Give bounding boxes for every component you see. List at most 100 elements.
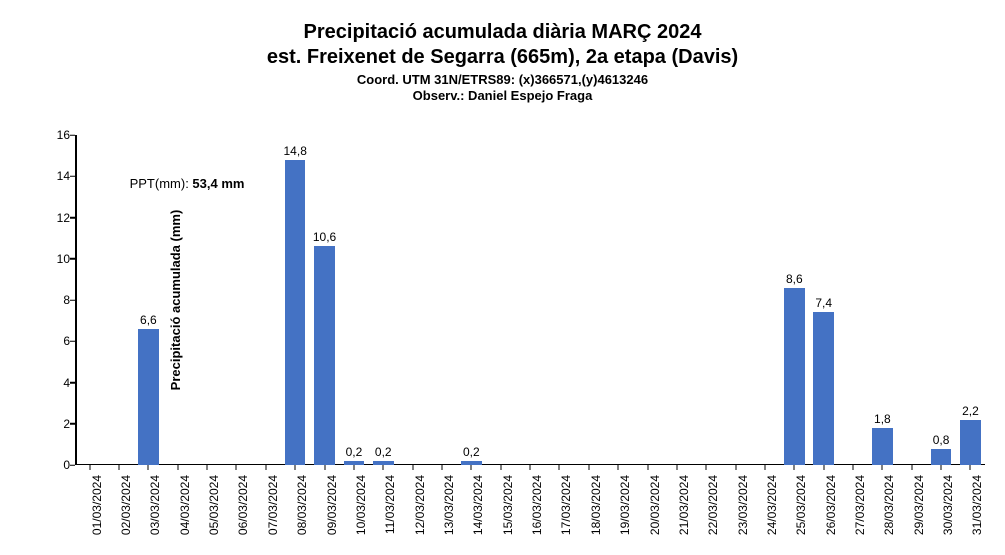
x-tick-mark [647, 465, 648, 470]
bar-slot [398, 135, 427, 465]
x-tick-label: 19/03/2024 [618, 475, 632, 535]
x-tick-mark [911, 465, 912, 470]
bar-slot [603, 135, 632, 465]
x-tick-mark [441, 465, 442, 470]
bar-slot [192, 135, 221, 465]
bar-slot [251, 135, 280, 465]
y-tick-label: 12 [40, 211, 70, 225]
bar-value-label: 2,2 [962, 404, 979, 418]
bar-slot: 0,2 [339, 135, 368, 465]
x-tick-label: 13/03/2024 [442, 475, 456, 535]
bar-slot: 14,8 [281, 135, 310, 465]
bar-slot: 1,8 [868, 135, 897, 465]
bar-slot [163, 135, 192, 465]
bar-slot [838, 135, 867, 465]
x-tick-mark [853, 465, 854, 470]
bars-container: 6,6 14,8 10,6 0,2 0,2 0,2 8,6 7,4 1,8 0,8 2,2 [75, 135, 985, 465]
x-tick-mark [559, 465, 560, 470]
y-tick-label: 16 [40, 128, 70, 142]
bar [784, 288, 805, 465]
bar-value-label: 6,6 [140, 313, 157, 327]
bar-slot [222, 135, 251, 465]
chart-title-main: Precipitació acumulada diària MARÇ 2024 [20, 20, 985, 45]
x-tick-label: 04/03/2024 [178, 475, 192, 535]
x-tick-mark [500, 465, 501, 470]
x-tick-mark [823, 465, 824, 470]
x-tick-label: 31/03/2024 [970, 475, 984, 535]
bar-value-label: 0,2 [463, 445, 480, 459]
x-tick-label: 15/03/2024 [501, 475, 515, 535]
y-tick-label: 14 [40, 169, 70, 183]
bar [960, 420, 981, 465]
y-tick-label: 0 [40, 458, 70, 472]
x-tick-label: 10/03/2024 [354, 475, 368, 535]
x-tick-mark [148, 465, 149, 470]
x-tick-mark [207, 465, 208, 470]
bar-value-label: 0,8 [933, 433, 950, 447]
x-tick-label: 07/03/2024 [266, 475, 280, 535]
x-tick-mark [295, 465, 296, 470]
x-tick-mark [794, 465, 795, 470]
y-tick-label: 8 [40, 293, 70, 307]
y-ticks: 0246810121416 [40, 135, 70, 465]
x-tick-label: 27/03/2024 [853, 475, 867, 535]
x-tick-mark [970, 465, 971, 470]
x-tick-label: 08/03/2024 [295, 475, 309, 535]
x-tick-mark [265, 465, 266, 470]
bar [872, 428, 893, 465]
x-tick-label: 20/03/2024 [648, 475, 662, 535]
x-tick-mark [471, 465, 472, 470]
x-tick-mark [764, 465, 765, 470]
x-tick-mark [735, 465, 736, 470]
bar [314, 246, 335, 465]
bar-value-label: 8,6 [786, 272, 803, 286]
bar-slot: 7,4 [809, 135, 838, 465]
bar-slot [750, 135, 779, 465]
x-tick-mark [588, 465, 589, 470]
bar [931, 449, 952, 466]
x-tick-mark [676, 465, 677, 470]
x-tick-label: 30/03/2024 [941, 475, 955, 535]
bar-value-label: 10,6 [313, 230, 336, 244]
x-tick-label: 03/03/2024 [148, 475, 162, 535]
precipitation-chart: Precipitació acumulada diària MARÇ 2024 … [0, 0, 1005, 555]
x-tick-label: 16/03/2024 [530, 475, 544, 535]
x-tick-label: 25/03/2024 [794, 475, 808, 535]
bar-slot [692, 135, 721, 465]
x-tick-label: 22/03/2024 [706, 475, 720, 535]
y-tick-label: 6 [40, 334, 70, 348]
x-tick-label: 17/03/2024 [559, 475, 573, 535]
bar-value-label: 14,8 [284, 144, 307, 158]
bar [138, 329, 159, 465]
x-tick-label: 23/03/2024 [736, 475, 750, 535]
x-tick-label: 02/03/2024 [119, 475, 133, 535]
bar-value-label: 7,4 [815, 296, 832, 310]
x-tick-mark [353, 465, 354, 470]
x-tick-mark [412, 465, 413, 470]
bar-slot [427, 135, 456, 465]
x-tick-label: 14/03/2024 [471, 475, 485, 535]
bar-slot: 10,6 [310, 135, 339, 465]
bar-slot [721, 135, 750, 465]
x-tick-label: 21/03/2024 [677, 475, 691, 535]
bar-slot [104, 135, 133, 465]
x-tick-mark [383, 465, 384, 470]
bar-slot: 0,8 [926, 135, 955, 465]
x-tick-mark [177, 465, 178, 470]
bar-slot [662, 135, 691, 465]
chart-titles: Precipitació acumulada diària MARÇ 2024 … [20, 20, 985, 105]
bar-slot [574, 135, 603, 465]
x-tick-mark [324, 465, 325, 470]
bar-slot [515, 135, 544, 465]
bar-value-label: 0,2 [346, 445, 363, 459]
x-tick-mark [530, 465, 531, 470]
x-tick-label: 01/03/2024 [90, 475, 104, 535]
x-tick-label: 06/03/2024 [236, 475, 250, 535]
chart-title-obs: Observ.: Daniel Espejo Fraga [20, 88, 985, 104]
bar-value-label: 1,8 [874, 412, 891, 426]
chart-title-coord: Coord. UTM 31N/ETRS89: (x)366571,(y)4613… [20, 72, 985, 88]
bar-slot: 8,6 [780, 135, 809, 465]
x-tick-label: 28/03/2024 [882, 475, 896, 535]
y-tick-label: 2 [40, 417, 70, 431]
bar-value-label: 0,2 [375, 445, 392, 459]
